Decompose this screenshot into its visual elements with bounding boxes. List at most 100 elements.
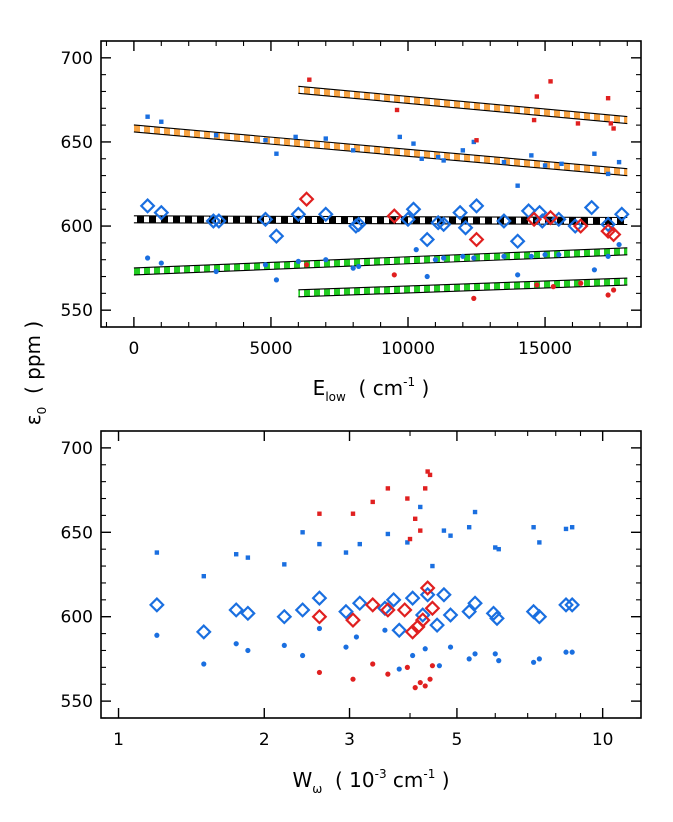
diamond-point — [396, 602, 413, 618]
x-tick-label: 0 — [128, 339, 139, 359]
diamond-point — [380, 602, 396, 618]
square-point — [405, 540, 410, 545]
diamond-point — [436, 586, 452, 603]
diamond-point — [404, 590, 421, 606]
series-dot — [316, 661, 436, 691]
square-point — [154, 550, 160, 555]
diamond-point — [435, 216, 452, 233]
series-square — [145, 114, 622, 188]
y-tick-label: 600 — [61, 217, 93, 237]
diamond-point — [385, 591, 402, 608]
square-point — [542, 163, 548, 168]
fit-band-upper-edge — [298, 85, 628, 118]
dot-point — [528, 253, 534, 259]
dot-point — [281, 642, 287, 649]
fit-band-upper-edge — [298, 277, 628, 291]
y-tick-label: 600 — [61, 608, 93, 628]
diamond-point — [419, 580, 436, 596]
square-point — [394, 107, 400, 113]
diamond-point — [583, 199, 600, 216]
x-tick-label: 15000 — [518, 339, 572, 359]
square-point — [430, 563, 435, 569]
square-point — [317, 511, 322, 516]
dot-point — [350, 676, 356, 682]
dot-point — [556, 252, 562, 258]
square-point — [323, 136, 328, 141]
square-point — [145, 114, 150, 119]
square-point — [531, 525, 536, 530]
diamond-point — [600, 216, 616, 233]
y-tick-label: 650 — [61, 133, 93, 153]
tick-labels: 1 2 3 5 10 550 600 650 700 — [61, 439, 614, 750]
diamond-point — [496, 213, 512, 229]
y-axis-title: ε0 ( ppm ) — [21, 321, 49, 425]
square-point — [515, 183, 520, 188]
square-point — [385, 486, 391, 491]
dot-point — [515, 272, 521, 278]
square-point — [411, 141, 416, 146]
tick-labels: 0 5000 10000 15000 550 600 650 700 — [61, 49, 573, 359]
diamond-point — [457, 219, 474, 236]
square-point — [559, 161, 564, 167]
square-point — [274, 151, 279, 156]
square-point — [616, 159, 622, 165]
square-point — [605, 96, 611, 101]
dot-point — [501, 253, 507, 259]
dot-point — [370, 661, 376, 667]
dot-point — [472, 651, 478, 657]
diamond-point — [211, 213, 227, 229]
fit-band-fill — [133, 247, 628, 275]
dot-point — [471, 295, 477, 301]
diamond-point — [489, 610, 505, 627]
diamond-point — [404, 624, 421, 640]
square-point — [460, 148, 466, 153]
diamond-point — [294, 602, 311, 618]
square-point — [343, 550, 349, 555]
plot-frame — [100, 430, 642, 719]
series-square — [317, 469, 433, 542]
square-point — [441, 528, 447, 533]
square-point — [466, 525, 472, 530]
diamond-point — [468, 198, 485, 214]
fit-band-lower-edge — [298, 92, 628, 125]
square-point — [300, 530, 305, 535]
dot-point — [213, 268, 219, 275]
square-point — [350, 148, 356, 153]
square-point — [534, 94, 540, 99]
diamond-point — [405, 201, 422, 218]
dot-point — [578, 280, 584, 286]
square-point — [357, 541, 362, 547]
square-point — [423, 486, 428, 491]
dot-point — [591, 267, 598, 273]
diamond-point — [605, 226, 622, 243]
diamond-point — [442, 607, 459, 623]
dot-point — [300, 652, 306, 659]
dot-point — [550, 284, 556, 290]
fit-band-lower-edge — [133, 131, 628, 177]
diamond-point — [311, 590, 328, 606]
square-point — [419, 156, 424, 161]
square-point — [418, 504, 423, 510]
dot-point — [412, 685, 418, 691]
diamond-point — [153, 204, 170, 221]
diamond-point — [391, 622, 408, 639]
dot-point — [429, 663, 436, 669]
square-point — [307, 77, 312, 82]
dot-point — [496, 658, 502, 664]
data-points — [149, 469, 581, 691]
dot-point — [563, 649, 569, 655]
y-tick-label: 650 — [61, 523, 93, 543]
y-tick-label: 550 — [61, 692, 93, 712]
x-axis-title: Wω ( 10-3 cm-1 ) — [292, 767, 449, 796]
fit-bands — [133, 85, 628, 298]
square-point — [263, 138, 268, 143]
fit-band-fill — [133, 215, 628, 225]
fit-band-orange — [298, 85, 628, 125]
dot-point — [530, 659, 537, 665]
square-point — [496, 546, 501, 552]
dot-point — [343, 644, 349, 650]
dot-point — [427, 676, 433, 682]
square-point — [397, 134, 402, 140]
dot-point — [605, 292, 611, 298]
square-point — [529, 153, 534, 158]
